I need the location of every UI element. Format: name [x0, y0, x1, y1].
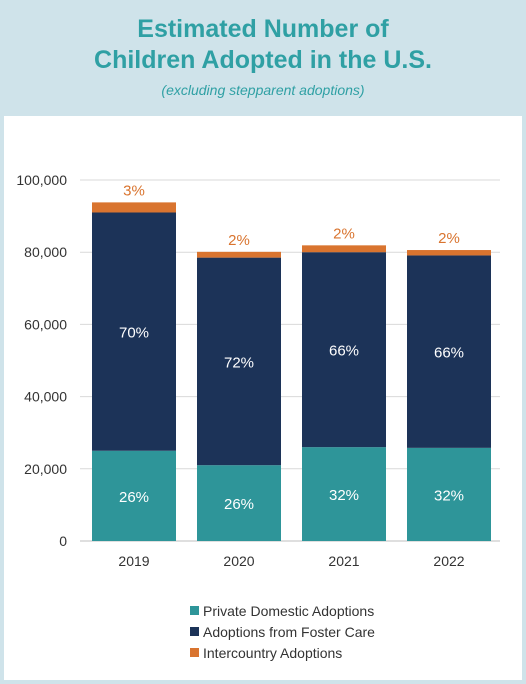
legend-label: Intercountry Adoptions: [203, 644, 343, 661]
data-label: 66%: [329, 343, 359, 360]
legend-label: Adoptions from Foster Care: [203, 623, 375, 640]
y-tick-label: 80,000: [24, 244, 67, 260]
y-tick-label: 0: [59, 533, 67, 549]
title-line-1: Estimated Number of: [137, 15, 389, 43]
bar-segment: [92, 212, 176, 451]
chart-subtitle: (excluding stepparent adoptions): [161, 82, 365, 98]
legend-swatch: [190, 648, 199, 657]
bar-segment: [302, 252, 386, 448]
legend-item: Intercountry Adoptions: [190, 642, 375, 663]
bar-segment: [302, 447, 386, 541]
chart-legend: Private Domestic Adoptions Adoptions from…: [190, 600, 375, 663]
data-label: 72%: [224, 354, 254, 371]
data-label: 26%: [224, 496, 254, 513]
legend-swatch: [190, 627, 199, 636]
legend-item: Adoptions from Foster Care: [190, 621, 375, 642]
x-tick-label: 2021: [328, 553, 359, 569]
bar-segment: [197, 257, 281, 466]
bar-segment: [197, 251, 281, 258]
data-label: 32%: [329, 487, 359, 504]
bar-segment: [92, 450, 176, 541]
data-label: 32%: [434, 487, 464, 504]
data-label: 3%: [123, 182, 145, 199]
data-label: 26%: [119, 489, 149, 506]
y-tick-label: 20,000: [24, 461, 67, 477]
x-tick-label: 2020: [223, 553, 254, 569]
legend-swatch: [190, 606, 199, 615]
chart-title: Estimated Number of Children Adopted in …: [0, 14, 526, 76]
data-label: 2%: [333, 225, 355, 242]
y-tick-label: 60,000: [24, 316, 67, 332]
data-label: 2%: [438, 230, 460, 247]
x-tick-label: 2019: [118, 553, 149, 569]
bar-segment: [302, 245, 386, 253]
data-label: 2%: [228, 232, 250, 249]
title-line-2: Children Adopted in the U.S.: [94, 46, 432, 74]
bar-segment: [407, 255, 491, 448]
bar-segment: [197, 465, 281, 541]
data-label: 70%: [119, 325, 149, 342]
x-tick-label: 2022: [433, 553, 464, 569]
legend-label: Private Domestic Adoptions: [203, 602, 375, 619]
bar-segment: [92, 202, 176, 213]
data-label: 66%: [434, 345, 464, 362]
legend-item: Private Domestic Adoptions: [190, 600, 375, 621]
y-tick-label: 40,000: [24, 389, 67, 405]
chart-header: Estimated Number of Children Adopted in …: [0, 0, 526, 116]
bar-segment: [407, 447, 491, 541]
y-tick-label: 100,000: [16, 172, 67, 188]
bar-segment: [407, 250, 491, 256]
